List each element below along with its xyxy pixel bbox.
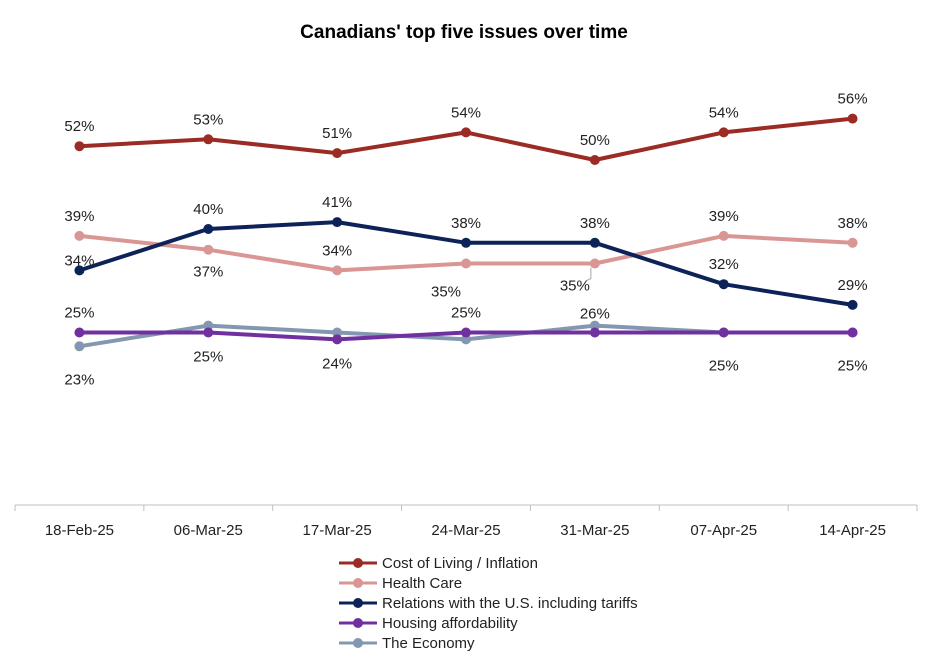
data-point xyxy=(718,279,729,290)
data-label: 38% xyxy=(580,215,610,232)
data-label: 26% xyxy=(580,306,610,323)
x-axis: 18-Feb-25 06-Mar-25 17-Mar-25 24-Mar-25 31-M… xyxy=(14,504,918,539)
data-point xyxy=(589,327,600,338)
data-point xyxy=(203,320,214,331)
data-label: 54% xyxy=(451,104,481,121)
x-tick-label: 24-Mar-25 xyxy=(431,522,500,539)
data-point xyxy=(847,237,858,248)
data-point xyxy=(718,230,729,241)
label-leader-line xyxy=(586,267,592,281)
data-point xyxy=(461,334,471,345)
data-point xyxy=(718,327,729,338)
data-label: 41% xyxy=(322,194,352,211)
legend: Cost of Living / Inflation Health Care Rel… xyxy=(339,555,638,652)
data-point xyxy=(74,141,85,152)
legend-item: Health Care xyxy=(339,575,462,592)
data-label: 34% xyxy=(64,252,94,269)
x-tick-label: 17-Mar-25 xyxy=(303,522,372,539)
data-point xyxy=(847,299,858,310)
data-label: 53% xyxy=(193,111,223,128)
data-point xyxy=(74,341,85,352)
x-tick-label: 07-Apr-25 xyxy=(690,522,757,539)
data-point xyxy=(847,113,858,124)
legend-item: Housing affordability xyxy=(339,615,518,632)
data-label: 38% xyxy=(838,215,868,232)
legend-swatch-marker xyxy=(353,558,363,568)
data-label: 25% xyxy=(193,349,223,366)
data-label: 40% xyxy=(193,201,223,218)
data-label: 34% xyxy=(322,242,352,259)
legend-swatch-marker xyxy=(353,618,363,628)
data-label: 39% xyxy=(64,208,94,225)
data-point xyxy=(74,230,85,241)
data-point xyxy=(203,244,214,255)
data-label: 25% xyxy=(838,358,868,375)
x-tick-label: 06-Mar-25 xyxy=(174,522,243,539)
legend-label: The Economy xyxy=(382,635,475,652)
legend-label: Housing affordability xyxy=(382,615,518,632)
legend-item: Cost of Living / Inflation xyxy=(339,555,538,572)
legend-swatch-marker xyxy=(353,598,363,608)
legend-label: Cost of Living / Inflation xyxy=(382,555,538,572)
data-label: 35% xyxy=(431,284,461,301)
x-tick-label: 18-Feb-25 xyxy=(45,522,114,539)
data-point xyxy=(332,334,343,345)
data-label: 25% xyxy=(709,358,739,375)
data-point xyxy=(589,320,600,331)
data-label: 52% xyxy=(64,118,94,135)
data-point xyxy=(718,127,729,138)
data-point xyxy=(74,265,85,276)
data-point xyxy=(461,327,471,338)
data-label: 50% xyxy=(580,132,610,149)
data-point xyxy=(203,224,214,234)
x-tick-label: 14-Apr-25 xyxy=(819,522,886,539)
data-point xyxy=(589,237,600,248)
data-label: 51% xyxy=(322,125,352,142)
chart-title: Canadians' top five issues over time xyxy=(300,22,628,43)
data-point xyxy=(203,134,214,145)
data-label: 38% xyxy=(451,215,481,232)
data-point xyxy=(461,258,471,269)
data-point xyxy=(847,327,858,338)
data-label: 25% xyxy=(64,305,94,322)
data-point xyxy=(461,127,471,138)
data-label: 24% xyxy=(322,355,352,372)
data-labels: 52% 53% 51% 54% 50% 54% 56% 39% 37% 34% 35% 35% 39% 3… xyxy=(64,91,867,389)
data-point xyxy=(461,237,471,248)
data-point xyxy=(74,327,85,338)
legend-swatch-marker xyxy=(353,638,363,648)
legend-label: Relations with the U.S. including tariff… xyxy=(382,595,638,612)
data-label: 56% xyxy=(838,91,868,108)
data-point xyxy=(332,217,343,228)
data-label: 25% xyxy=(451,305,481,322)
data-label: 54% xyxy=(709,104,739,121)
data-point xyxy=(332,327,343,338)
legend-item: Relations with the U.S. including tariff… xyxy=(339,595,638,612)
plot-area xyxy=(74,113,858,352)
data-point xyxy=(332,148,343,159)
data-point xyxy=(332,265,343,276)
data-label: 35% xyxy=(560,278,590,295)
data-point xyxy=(589,258,600,269)
data-label: 32% xyxy=(709,256,739,273)
data-label: 37% xyxy=(193,264,223,281)
legend-item: The Economy xyxy=(339,635,475,652)
data-label: 39% xyxy=(709,208,739,225)
legend-label: Health Care xyxy=(382,575,462,592)
legend-swatch-marker xyxy=(353,578,363,588)
data-label: 29% xyxy=(838,277,868,294)
data-label: 23% xyxy=(64,371,94,388)
x-tick-label: 31-Mar-25 xyxy=(560,522,629,539)
data-point xyxy=(203,327,214,338)
data-point xyxy=(589,155,600,165)
